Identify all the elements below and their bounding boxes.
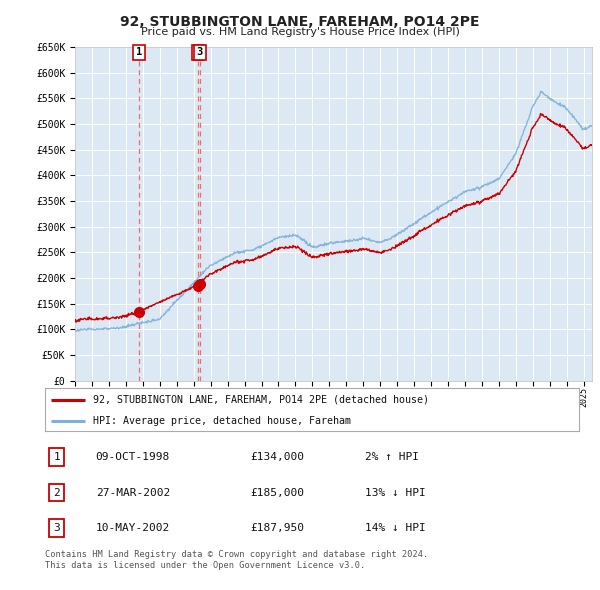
Text: 1: 1 (136, 47, 142, 57)
Text: 13% ↓ HPI: 13% ↓ HPI (365, 487, 426, 497)
Text: £185,000: £185,000 (251, 487, 305, 497)
Text: 2: 2 (194, 47, 201, 57)
Text: This data is licensed under the Open Government Licence v3.0.: This data is licensed under the Open Gov… (45, 560, 365, 569)
Text: Contains HM Land Registry data © Crown copyright and database right 2024.: Contains HM Land Registry data © Crown c… (45, 550, 428, 559)
Text: 14% ↓ HPI: 14% ↓ HPI (365, 523, 426, 533)
Text: £134,000: £134,000 (251, 452, 305, 462)
Text: 92, STUBBINGTON LANE, FAREHAM, PO14 2PE (detached house): 92, STUBBINGTON LANE, FAREHAM, PO14 2PE … (93, 395, 429, 405)
Text: 2% ↑ HPI: 2% ↑ HPI (365, 452, 419, 462)
Text: 2: 2 (53, 487, 60, 497)
Text: 10-MAY-2002: 10-MAY-2002 (96, 523, 170, 533)
Text: 1: 1 (53, 452, 60, 462)
Text: Price paid vs. HM Land Registry's House Price Index (HPI): Price paid vs. HM Land Registry's House … (140, 27, 460, 37)
Text: HPI: Average price, detached house, Fareham: HPI: Average price, detached house, Fare… (93, 417, 351, 427)
Text: £187,950: £187,950 (251, 523, 305, 533)
Text: 09-OCT-1998: 09-OCT-1998 (96, 452, 170, 462)
Text: 3: 3 (53, 523, 60, 533)
Text: 92, STUBBINGTON LANE, FAREHAM, PO14 2PE: 92, STUBBINGTON LANE, FAREHAM, PO14 2PE (120, 15, 480, 30)
Text: 3: 3 (197, 47, 203, 57)
Text: 27-MAR-2002: 27-MAR-2002 (96, 487, 170, 497)
